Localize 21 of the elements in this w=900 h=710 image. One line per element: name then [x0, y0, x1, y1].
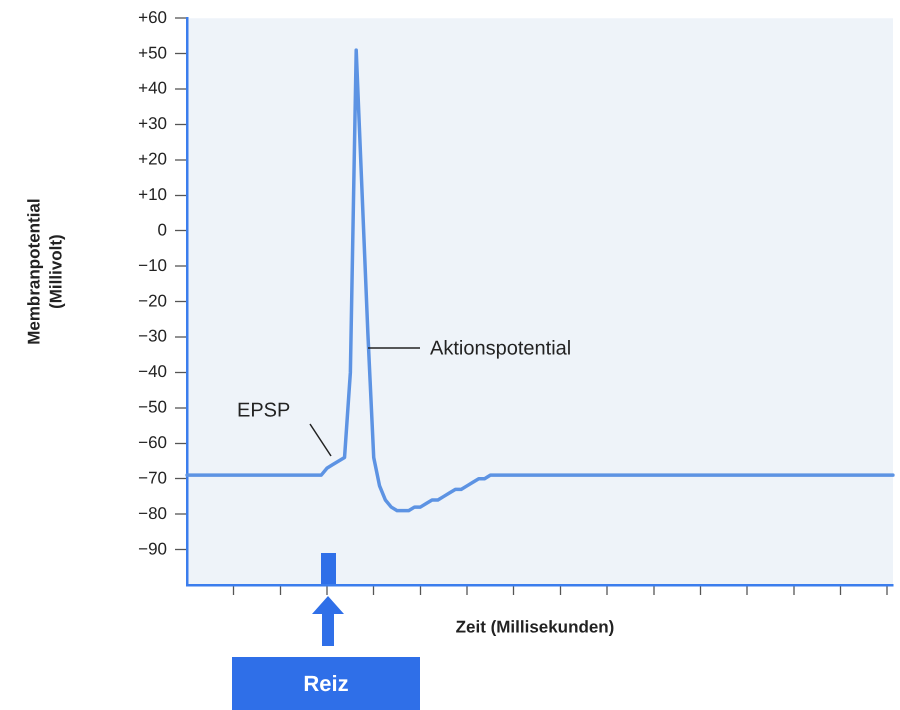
y-tick-label: 0: [158, 220, 167, 240]
y-axis-title: Membranpotential (Millivolt): [24, 198, 66, 345]
y-tick-label: −80: [138, 504, 167, 523]
y-tick-label: +10: [138, 185, 167, 204]
y-tick-label: −70: [138, 468, 167, 488]
text: Reiz: [232, 657, 420, 710]
y-tick-label: −20: [138, 291, 167, 310]
y-tick-label: +60: [138, 8, 167, 27]
x-axis-title: Zeit (Millisekunden): [456, 618, 614, 637]
y-tick-label: −50: [138, 398, 167, 417]
y-tick-label: −30: [138, 326, 167, 346]
y-tick-label: −40: [138, 362, 167, 382]
y-tick-label: −90: [138, 539, 167, 558]
annotation: EPSP: [237, 400, 290, 422]
y-tick-label: −10: [138, 256, 167, 275]
y-tick-label: +30: [138, 114, 167, 134]
annotation: Aktionspotential: [430, 338, 572, 360]
y-tick-label: +40: [138, 78, 167, 98]
y-tick-label: +50: [138, 43, 167, 62]
y-tick-label: −60: [138, 432, 167, 452]
y-tick-label: +20: [138, 150, 167, 169]
